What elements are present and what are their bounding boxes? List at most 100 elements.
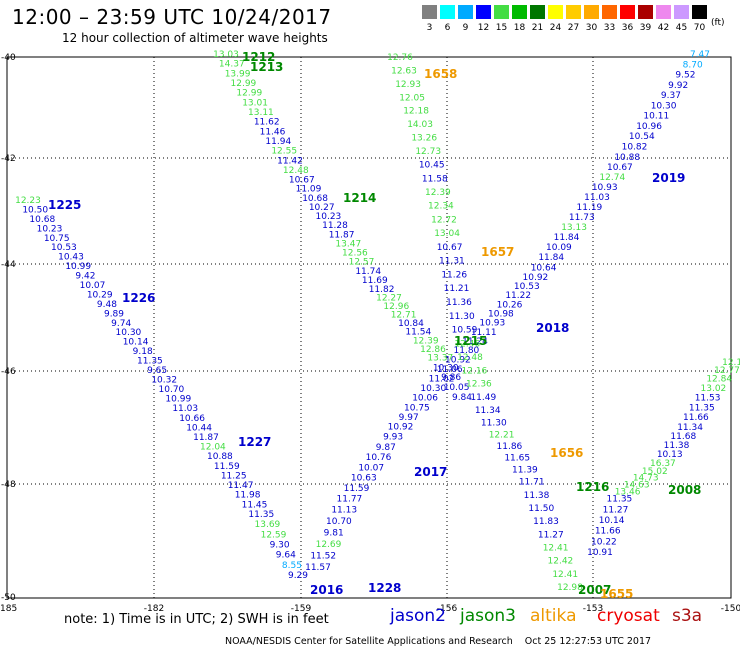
wave-height-value: 11.45 xyxy=(242,500,268,510)
wave-height-value: 10.50 xyxy=(22,205,48,215)
wave-height-value: 10.05 xyxy=(444,383,470,393)
wave-height-value: 12.99 xyxy=(231,79,257,89)
wave-height-value: 10.99 xyxy=(65,262,91,272)
wave-height-value: 13.11 xyxy=(248,108,274,118)
wave-height-value: 10.53 xyxy=(51,243,77,253)
wave-height-value: 12.59 xyxy=(261,530,287,540)
wave-height-value: 10.93 xyxy=(592,183,618,193)
wave-height-value: 11.35 xyxy=(689,403,715,413)
lon-tick-label: -182 xyxy=(144,604,164,614)
pass-label: 2017 xyxy=(414,465,447,479)
wave-height-value: 12.98 xyxy=(557,583,583,593)
wave-height-value: 12.34 xyxy=(428,202,454,212)
wave-height-value: 12.39 xyxy=(425,188,451,198)
wave-height-value: 11.13 xyxy=(331,506,357,516)
wave-height-value: 10.45 xyxy=(419,161,445,171)
wave-height-value: 12.73 xyxy=(415,147,441,157)
wave-height-value: 11.24 xyxy=(462,337,488,347)
wave-height-value: 14.37 xyxy=(219,60,245,70)
wave-height-value: 10.76 xyxy=(366,453,392,463)
wave-height-value: 13.99 xyxy=(225,69,251,79)
wave-height-value: 11.19 xyxy=(577,203,603,213)
scale-label: 9 xyxy=(462,23,469,33)
wave-height-value: 10.64 xyxy=(531,263,557,273)
wave-height-value: 11.38 xyxy=(524,491,550,501)
wave-height-value: 10.91 xyxy=(587,548,613,558)
wave-height-value: 12.71 xyxy=(391,311,417,321)
wave-height-value: 15.02 xyxy=(642,467,668,477)
scale-swatch xyxy=(494,5,509,19)
wave-height-value: 11.21 xyxy=(444,284,470,294)
wave-height-value: 16.37 xyxy=(650,459,676,469)
wave-height-value: 11.52 xyxy=(310,552,336,562)
wave-height-value: 12.04 xyxy=(200,443,226,453)
scale-label: 24 xyxy=(549,23,562,33)
wave-height-value: 13.47 xyxy=(335,239,361,249)
wave-height-value: 10.06 xyxy=(412,394,438,404)
scale-swatch xyxy=(638,5,653,19)
wave-height-value: 10.70 xyxy=(326,517,352,527)
wave-height-value: 10.63 xyxy=(351,474,377,484)
scale-label: 12 xyxy=(477,23,490,33)
wave-height-value: 10.53 xyxy=(514,282,540,292)
wave-height-value: 12.23 xyxy=(15,196,41,206)
pass-label: 1215 xyxy=(454,334,487,348)
pass-label: 1655 xyxy=(600,587,633,601)
wave-height-value: 10.96 xyxy=(636,122,662,132)
wave-height-value: 9.92 xyxy=(668,81,688,91)
wave-height-value: 12.63 xyxy=(391,66,417,76)
scale-label: 39 xyxy=(639,23,652,33)
wave-height-value: 13.03 xyxy=(213,50,239,60)
wave-height-value: 12.72 xyxy=(431,215,457,225)
wave-height-value: 10.14 xyxy=(599,516,625,526)
wave-height-value: 10.92 xyxy=(388,422,414,432)
wave-height-value: 12.14 xyxy=(722,358,740,368)
scale-swatch xyxy=(458,5,473,19)
wave-height-value: 10.29 xyxy=(87,290,113,300)
wave-height-value: 9.65 xyxy=(147,366,167,376)
pass-labels: 1225 1226 1227 1228 2016 2017 2018 2019 12121213… xyxy=(48,50,701,601)
wave-height-value: 12.41 xyxy=(552,570,578,580)
wave-height-value: 14.73 xyxy=(633,474,659,484)
wave-height-value: 10.11 xyxy=(643,112,669,122)
wave-height-value: 13.01 xyxy=(242,98,268,108)
wave-height-value: 9.64 xyxy=(276,551,296,561)
wave-height-value: 11.84 xyxy=(554,233,580,243)
wave-height-value: 9.42 xyxy=(75,272,95,282)
axis-labels: -185 -182 -159 -156 -153 -150 -40 -42 -44 -46 -48 -… xyxy=(0,53,740,614)
wave-height-value: 9.87 xyxy=(376,443,396,453)
pass-label: 1656 xyxy=(550,446,583,460)
wave-height-value: 11.71 xyxy=(519,478,545,488)
wave-height-value: 11.34 xyxy=(475,406,501,416)
wave-height-value: 11.42 xyxy=(277,156,303,166)
wave-height-value: 12.55 xyxy=(271,147,297,157)
wave-height-value: 12.96 xyxy=(383,302,409,312)
wave-height-value: 11.57 xyxy=(305,563,331,573)
wave-height-value: 10.27 xyxy=(309,203,335,213)
wave-height-value: 10.43 xyxy=(58,253,84,263)
scale-label: 27 xyxy=(567,23,580,33)
wave-height-value: 12.39 xyxy=(413,336,439,346)
legend-jason2: jason2 xyxy=(390,606,446,626)
scale-label: 36 xyxy=(621,23,634,33)
legend-jason3: jason3 xyxy=(460,606,516,626)
lat-tick-label: -48 xyxy=(1,480,16,490)
scale-label: 3 xyxy=(426,23,433,33)
legend-cryosat: cryosat xyxy=(597,606,660,626)
wave-height-value: 11.28 xyxy=(322,221,348,231)
wave-height-value: 10.07 xyxy=(80,281,106,291)
lat-tick-label: -44 xyxy=(1,260,16,270)
wave-height-value: 9.89 xyxy=(104,309,124,319)
color-scale-unit: (ft) xyxy=(711,18,725,28)
wave-height-value: 12.18 xyxy=(403,107,429,117)
wave-height-value: 10.93 xyxy=(479,319,505,329)
wave-height-value: 9.86 xyxy=(441,373,461,383)
lon-tick-label: -185 xyxy=(0,604,17,614)
pass-label: 2016 xyxy=(310,583,343,597)
wave-height-value: 10.67 xyxy=(607,163,633,173)
wave-height-value: 13.13 xyxy=(561,223,587,233)
wave-height-value: 11.53 xyxy=(695,394,721,404)
wave-height-value: 10.23 xyxy=(316,212,342,222)
scale-swatch xyxy=(530,5,545,19)
wave-height-value: 8.55 xyxy=(282,561,302,571)
